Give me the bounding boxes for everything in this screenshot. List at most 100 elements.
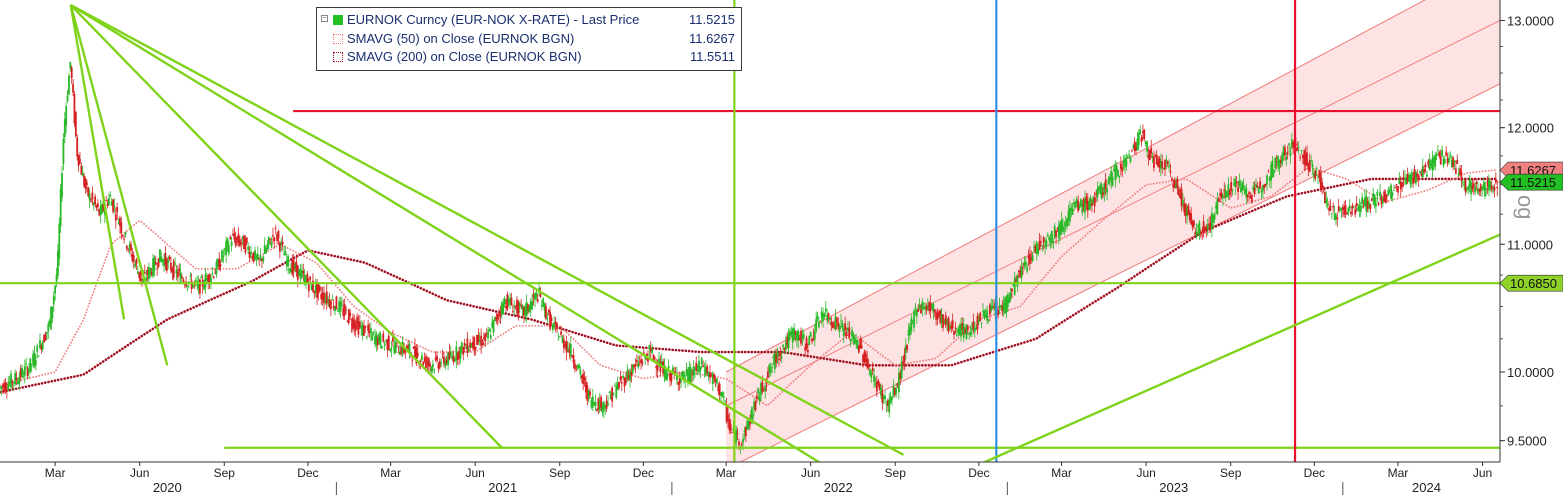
- candle-body: [1020, 266, 1023, 278]
- candle-body: [779, 351, 782, 356]
- trendline-2: [69, 4, 169, 366]
- legend-item-price[interactable]: − EURNOK Curncy (EUR-NOK X-RATE) - Last …: [321, 11, 735, 29]
- candle-body: [884, 396, 887, 400]
- candle-body: [556, 323, 558, 330]
- candle-body: [1162, 168, 1165, 170]
- candle-body: [951, 320, 954, 329]
- candle-body: [631, 364, 634, 373]
- candle-body: [1079, 199, 1082, 207]
- candle-body: [1137, 133, 1140, 145]
- candle-body: [1417, 175, 1420, 180]
- candle-body: [837, 322, 840, 328]
- candle-body: [717, 385, 720, 392]
- legend[interactable]: − EURNOK Curncy (EUR-NOK X-RATE) - Last …: [316, 7, 742, 71]
- candle-body: [1219, 193, 1222, 196]
- candle-body: [499, 313, 502, 317]
- legend-swatch-price: [333, 15, 343, 25]
- candle-body: [713, 374, 716, 379]
- x-year-label: 2024: [1412, 480, 1441, 495]
- candle-body: [801, 335, 804, 339]
- price-label-box: [1499, 274, 1563, 292]
- candle-body: [1125, 159, 1128, 167]
- candle-body: [1237, 187, 1239, 192]
- candle-body: [102, 203, 105, 211]
- candle-body: [199, 279, 201, 294]
- candle-body: [928, 302, 931, 311]
- candle-body: [1467, 186, 1470, 190]
- candle-body: [818, 322, 820, 328]
- candle-body: [58, 223, 61, 259]
- candle-body: [28, 368, 30, 373]
- candle-body: [1288, 143, 1290, 146]
- candle-body: [83, 175, 85, 186]
- candle-body: [525, 301, 528, 317]
- candle-body: [309, 276, 312, 280]
- candle-body: [602, 401, 605, 411]
- candle-body: [1304, 153, 1307, 166]
- candle-body: [273, 237, 276, 241]
- candle-body: [622, 375, 625, 378]
- candle-body: [547, 309, 550, 312]
- candle-body: [398, 352, 401, 355]
- candle-body: [704, 366, 707, 375]
- candle-body: [613, 385, 616, 386]
- candle-body: [505, 305, 507, 308]
- candle-body: [783, 347, 786, 350]
- legend-item-sma200[interactable]: SMAVG (200) on Close (EURNOK BGN) 11.551…: [321, 48, 735, 66]
- candle-body: [542, 298, 545, 307]
- candle-body: [106, 203, 109, 206]
- candle-body: [181, 276, 183, 279]
- candle-body: [677, 381, 680, 385]
- candle-body: [352, 317, 354, 330]
- x-year-label: 2022: [824, 480, 853, 495]
- candle-body: [653, 357, 656, 359]
- candle-body: [1250, 195, 1253, 203]
- candle-body: [600, 396, 603, 408]
- candle-body: [1001, 305, 1004, 311]
- candle-body: [1089, 197, 1092, 207]
- candle-body: [1060, 219, 1063, 231]
- candle-body: [842, 328, 845, 336]
- x-tick-label: Sep: [214, 466, 236, 480]
- candle-body: [1170, 178, 1173, 181]
- candle-body: [488, 329, 491, 332]
- candle-body: [426, 362, 429, 365]
- candle-body: [433, 369, 436, 371]
- candle-body: [349, 312, 352, 316]
- candle-body: [709, 372, 711, 378]
- candle-body: [946, 320, 949, 324]
- candle-body: [896, 384, 899, 386]
- candle-body: [280, 242, 283, 245]
- y-tick-label: 11.0000: [1507, 237, 1553, 252]
- candle-body: [1486, 180, 1489, 187]
- candle-body: [1151, 156, 1154, 158]
- candle-body: [1053, 225, 1056, 238]
- candle-body: [1220, 192, 1223, 198]
- candle-body: [596, 409, 598, 411]
- candle-body: [74, 111, 77, 137]
- candle-body: [580, 375, 583, 379]
- candle-body: [1301, 155, 1304, 159]
- candle-body: [127, 249, 130, 251]
- candle-body: [1256, 185, 1259, 188]
- candle-body: [1096, 188, 1099, 198]
- candle-body: [1155, 155, 1158, 165]
- candle-body: [494, 316, 496, 320]
- candle-body: [1279, 159, 1282, 163]
- candle-body: [29, 358, 32, 371]
- candle-body: [96, 203, 99, 208]
- candle-body: [578, 364, 580, 369]
- candle-body: [1241, 182, 1244, 191]
- legend-toggle-icon[interactable]: −: [321, 15, 328, 22]
- candle-body: [1266, 175, 1268, 185]
- candle-body: [112, 199, 114, 212]
- candle-body: [698, 360, 700, 373]
- candle-body: [671, 367, 674, 373]
- candle-body: [434, 357, 437, 361]
- x-year-label: 2020: [153, 480, 182, 495]
- candle-body: [298, 269, 301, 277]
- legend-item-sma50[interactable]: SMAVG (50) on Close (EURNOK BGN) 11.6267: [321, 30, 735, 48]
- candle-body: [145, 277, 148, 281]
- candle-body: [892, 386, 895, 396]
